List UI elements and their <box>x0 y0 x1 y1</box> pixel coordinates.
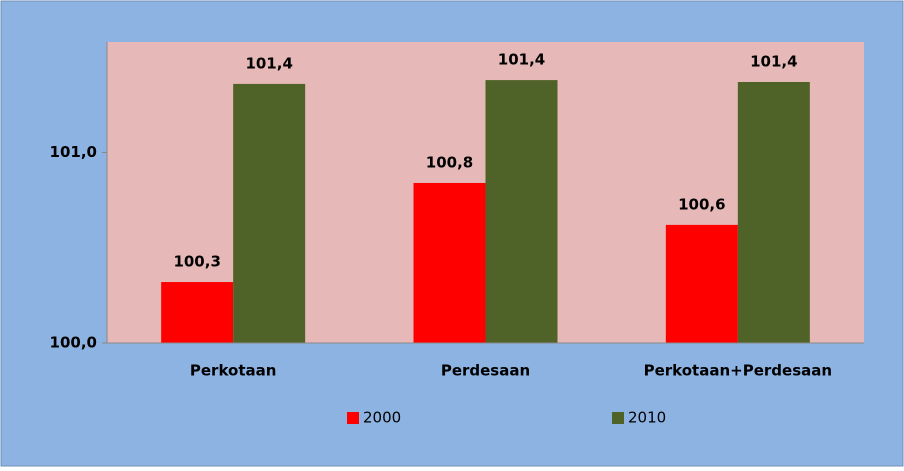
legend-swatch <box>612 412 624 424</box>
value-label: 101,4 <box>245 54 292 72</box>
legend-label: 2010 <box>628 409 666 427</box>
legend-swatch <box>347 412 359 424</box>
value-label: 100,6 <box>678 195 725 213</box>
value-label: 101,4 <box>498 51 545 69</box>
bar <box>233 83 306 344</box>
y-tick-label: 100,0 <box>50 334 97 352</box>
bar <box>665 224 738 343</box>
x-tick-label: Perkotaan <box>190 362 277 380</box>
value-label: 100,8 <box>426 153 473 171</box>
value-label: 100,3 <box>173 253 220 271</box>
bar <box>161 282 234 343</box>
bar <box>737 82 810 343</box>
bar <box>485 80 558 344</box>
x-tick-label: Perdesaan <box>441 362 530 380</box>
bar <box>413 182 486 343</box>
value-label: 101,4 <box>750 53 797 71</box>
x-tick-label: Perkotaan+Perdesaan <box>644 362 832 380</box>
legend-label: 2000 <box>363 409 401 427</box>
y-tick-label: 101,0 <box>50 143 97 161</box>
